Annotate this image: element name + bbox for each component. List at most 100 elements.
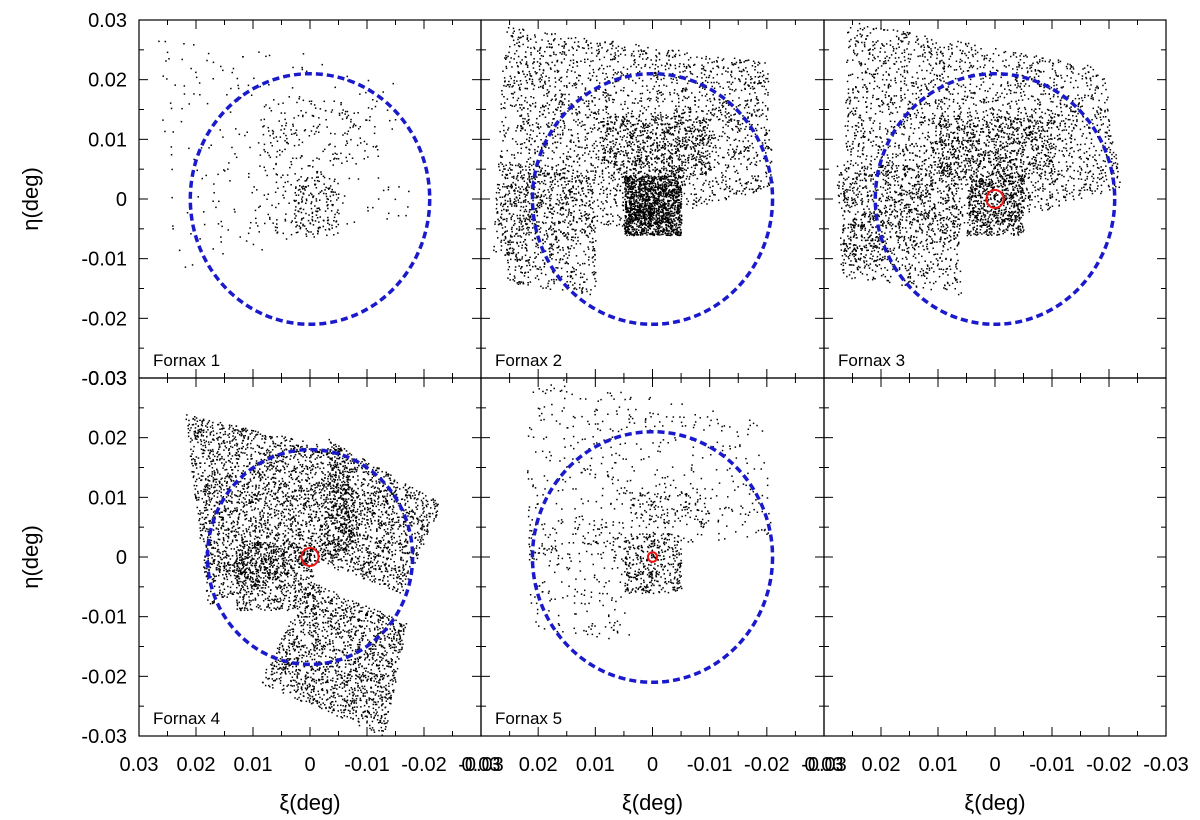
star-point [525,247,528,250]
star-point [640,221,642,223]
star-point [561,199,563,201]
star-point [231,71,233,74]
star-point [247,232,250,235]
star-point [647,160,649,163]
star-point [577,191,580,194]
star-point [707,110,710,112]
star-point [571,277,574,280]
star-point [549,247,551,249]
star-point [242,56,244,58]
star-point [576,175,578,177]
star-point [660,206,662,209]
star-point [689,110,692,113]
star-point [346,142,349,144]
star-point [667,149,670,152]
star-point [711,190,713,192]
star-point [745,78,747,80]
star-point [377,177,380,179]
star-point [612,69,615,71]
star-point [724,164,727,166]
star-point [602,125,605,128]
star-point [767,107,769,110]
star-point [629,134,631,136]
star-point [667,164,670,166]
star-point [594,97,596,99]
star-point [535,256,537,258]
star-point [312,224,315,226]
star-point [721,176,723,178]
star-point [707,140,710,142]
star-point [504,168,506,170]
star-point [656,214,658,216]
star-point [751,124,753,126]
star-point [645,217,647,219]
star-point [738,179,741,181]
star-point [689,146,692,148]
star-point [705,162,707,165]
star-point [691,127,694,130]
star-point [693,164,695,167]
star-point [521,229,523,231]
star-point [726,121,729,123]
star-point [612,215,614,217]
star-point [664,148,666,150]
star-point [707,161,710,163]
star-point [300,222,302,224]
star-point [504,203,506,205]
star-point [547,63,550,66]
star-point [539,52,541,54]
star-point [585,180,588,183]
star-point [579,230,582,232]
star-point [508,254,510,256]
star-point [681,170,684,172]
star-point [703,200,706,203]
star-point [581,200,584,203]
star-point [686,203,688,206]
star-point [760,114,763,116]
star-point [767,147,769,150]
star-point [270,142,272,144]
star-point [630,65,632,68]
star-point [575,83,578,86]
star-point [642,123,645,125]
star-point [666,160,668,163]
star-point [567,284,570,286]
star-point [620,217,622,220]
star-point [638,218,640,220]
star-point [652,129,654,131]
star-point [660,118,663,120]
star-point [615,141,617,144]
star-point [746,70,748,73]
star-point [302,223,304,226]
star-point [677,136,679,138]
star-point [642,141,644,144]
star-point [315,130,317,133]
star-point [647,137,649,139]
star-point [592,170,594,172]
star-point [558,239,560,242]
star-point [514,192,516,195]
star-point [281,150,284,153]
star-point [540,85,542,88]
star-point [504,235,507,238]
star-point [522,241,525,243]
star-point [589,183,591,185]
star-point [739,59,741,62]
star-point [592,112,595,114]
star-point [685,178,688,180]
star-point [541,148,543,150]
star-point [203,223,206,226]
star-point [692,158,695,160]
star-point [584,213,587,216]
star-point [581,175,583,177]
star-point [730,118,732,120]
star-point [695,193,697,195]
star-point [613,171,615,174]
star-point [686,52,688,54]
star-point [693,64,695,66]
star-point [707,124,709,126]
star-point [583,102,586,104]
star-point [519,209,522,212]
star-point [637,172,639,175]
star-point [504,107,506,110]
